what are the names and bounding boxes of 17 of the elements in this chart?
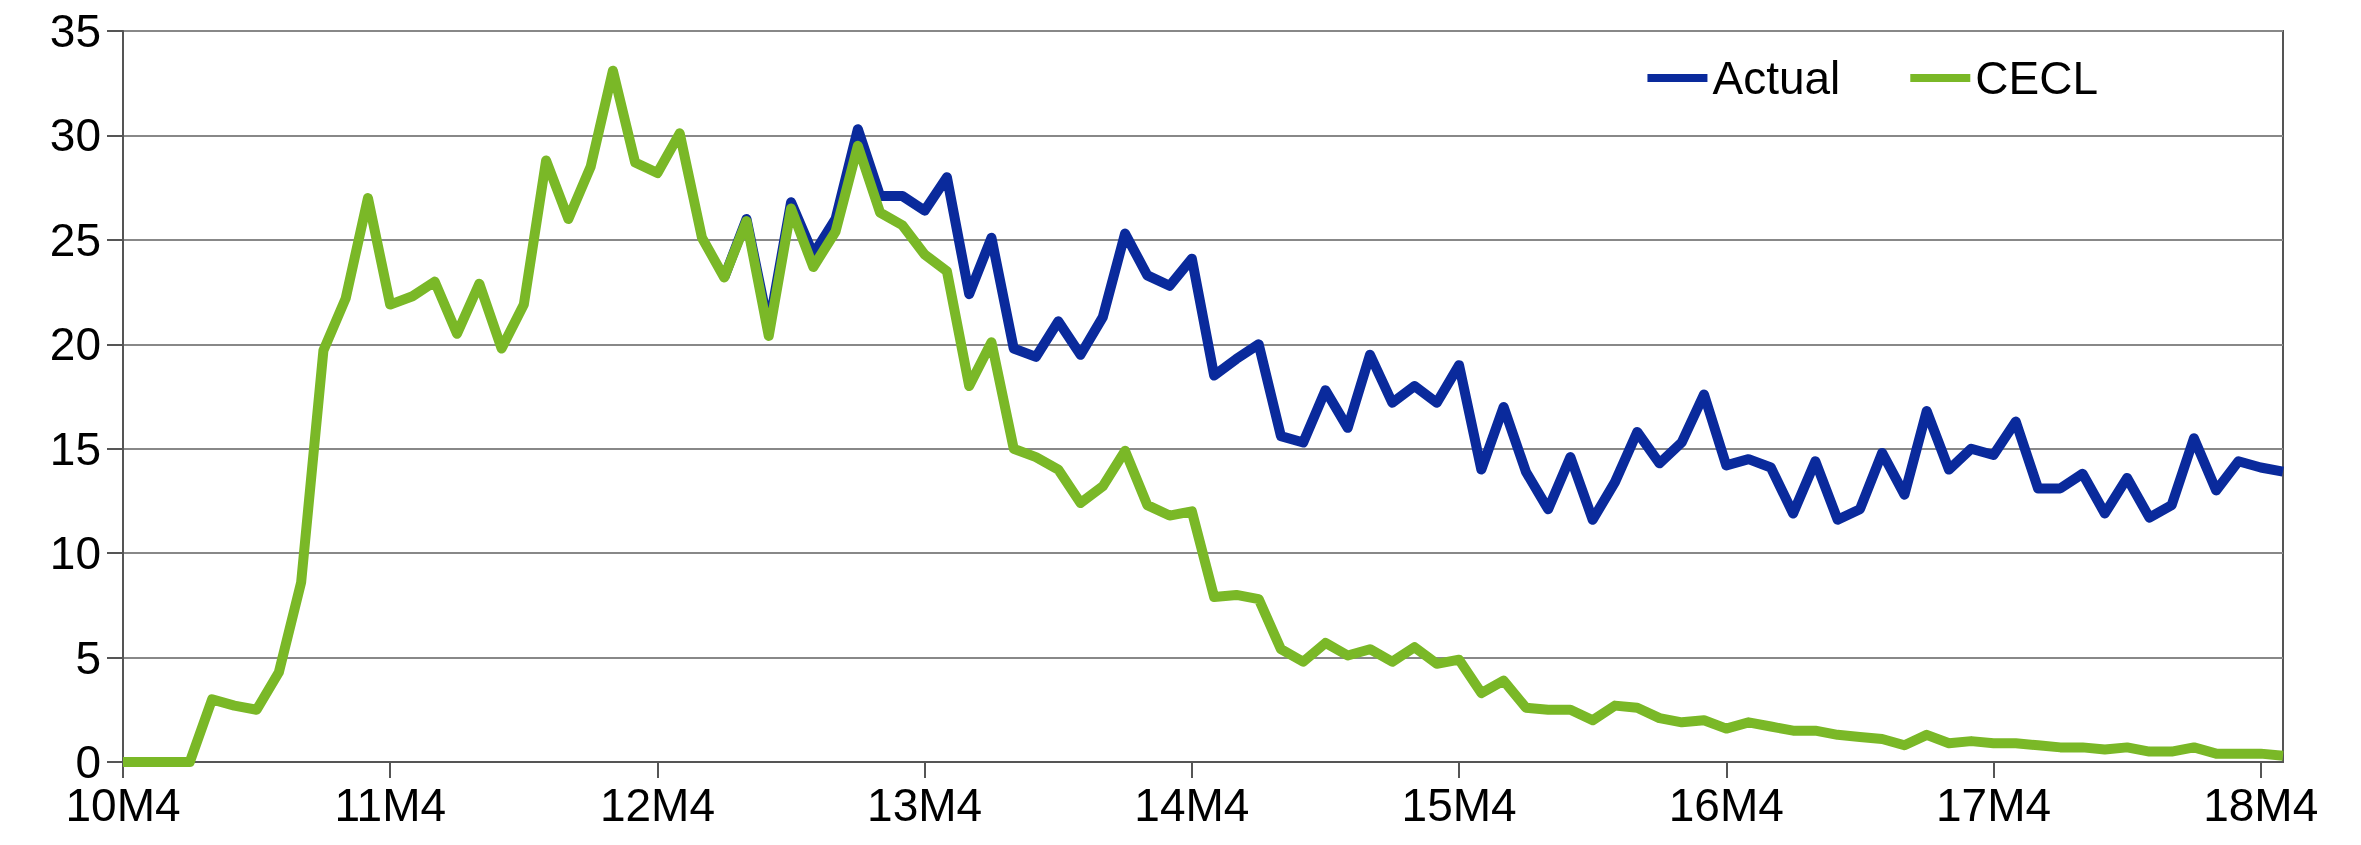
x-tick-label: 14M4 (1134, 779, 1250, 831)
x-tick-label: 12M4 (599, 779, 715, 831)
x-tick-label: 18M4 (2203, 779, 2319, 831)
y-tick-label: 30 (49, 109, 101, 162)
x-tick-label: 17M4 (1935, 779, 2052, 831)
y-tick-label: 5 (75, 631, 101, 684)
x-tick-label: 15M4 (1401, 779, 1517, 831)
y-tick-label: 15 (49, 422, 101, 475)
y-tick-label: 35 (49, 5, 101, 57)
legend-label: CECL (1975, 52, 2099, 104)
y-tick-label: 25 (49, 213, 101, 266)
x-tick-label: 13M4 (867, 779, 983, 831)
x-tick-label: 16M4 (1668, 779, 1784, 831)
legend-label: Actual (1712, 52, 1841, 104)
y-tick-label: 10 (49, 527, 101, 580)
x-tick-label: 11M4 (334, 779, 447, 831)
y-tick-label: 20 (49, 318, 101, 371)
